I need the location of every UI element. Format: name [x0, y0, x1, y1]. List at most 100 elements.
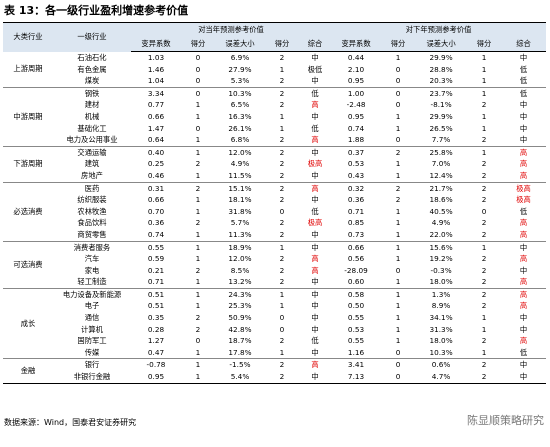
- value-cell: 2: [481, 265, 487, 275]
- value-cell: 18.0%: [429, 277, 453, 287]
- table-row: 房地产 0.46 1 11.5% 2 中 0.43 1 12.4% 2 高: [3, 170, 546, 182]
- value-cell: 2: [481, 100, 487, 110]
- header-cell: 对下年预测参考价值: [331, 22, 547, 37]
- value-cell: 0.60: [347, 277, 365, 287]
- table-row: 煤炭 1.04 0 5.3% 2 中 0.95 0 20.3% 1 低: [3, 75, 546, 87]
- value-cell: 中: [501, 358, 547, 372]
- industry-cell: 电子: [84, 301, 100, 311]
- header-cell: 误差大小: [215, 37, 265, 52]
- value-cell: 1: [195, 135, 201, 145]
- table-title: 表 13：各一级行业盈利增速参考价值: [4, 4, 189, 17]
- value-cell: 6.5%: [230, 100, 250, 110]
- industry-cell: 钢铁: [53, 86, 131, 100]
- value-cell: 15.6%: [415, 240, 468, 254]
- value-cell: 0.44: [347, 53, 365, 62]
- value-cell: 1: [279, 64, 285, 74]
- value-cell: 2: [279, 277, 285, 287]
- group-cell: 上游周期: [13, 64, 43, 74]
- value-cell: 18.0%: [429, 336, 453, 346]
- group-cell: 成长: [3, 287, 53, 359]
- value-cell: 12.0%: [215, 145, 265, 159]
- value-cell: 0.55: [347, 313, 365, 323]
- value-cell: 25.8%: [415, 145, 468, 159]
- value-cell: 0: [395, 135, 401, 145]
- value-cell: 0.77: [147, 100, 165, 110]
- value-cell: 1: [195, 170, 201, 180]
- value-cell: 1: [481, 313, 487, 323]
- value-cell: 中: [299, 240, 332, 254]
- table-row: 可选消费 消费者服务 0.55 1 18.9% 1 中 0.66 1 15.6% 1 中: [3, 240, 547, 289]
- value-cell: 2: [195, 324, 201, 334]
- value-cell: 13.2%: [228, 277, 252, 287]
- value-cell: 1: [279, 347, 285, 357]
- value-cell: 中: [311, 313, 319, 323]
- value-cell: 0: [181, 86, 215, 100]
- value-cell: 0: [395, 347, 401, 357]
- value-cell: 2: [467, 358, 502, 372]
- industry-cell: 农林牧渔: [77, 206, 107, 216]
- value-cell: 0.50: [347, 301, 365, 311]
- value-cell: 2: [279, 76, 285, 86]
- value-cell: 0.55: [347, 336, 365, 346]
- value-cell: -8.1%: [430, 100, 452, 110]
- value-cell: 1: [195, 206, 201, 216]
- industry-cell: 房地产: [81, 170, 103, 180]
- table-row: 建筑 0.25 2 4.9% 2 极高 0.53 1 7.0% 2 高: [3, 158, 546, 170]
- value-cell: 2: [279, 135, 285, 145]
- value-cell: 极高: [516, 195, 531, 205]
- table-row: 中游周期 钢铁 3.34 0 10.3% 2 低 1.00 0 23.7% 1 低: [3, 86, 547, 147]
- value-cell: 11.3%: [228, 229, 252, 239]
- value-cell: 高: [519, 170, 528, 180]
- value-cell: 1: [395, 123, 401, 133]
- value-cell: 2: [279, 229, 285, 239]
- table-row: 通信 0.35 2 50.9% 0 中 0.55 1 34.1% 1 中: [3, 312, 546, 324]
- value-cell: 1: [395, 53, 401, 62]
- watermark: 陈显顺策略研究: [467, 414, 544, 427]
- value-cell: 24.3%: [215, 287, 265, 301]
- value-cell: 10.3%: [215, 86, 265, 100]
- group-cell: 必选消费: [3, 181, 53, 241]
- value-cell: 2: [181, 181, 215, 195]
- source-note: 数据来源：Wind，国泰君安证券研究: [4, 418, 137, 427]
- value-cell: 2: [481, 229, 487, 239]
- value-cell: 28.8%: [429, 64, 453, 74]
- value-cell: 0.47: [147, 347, 165, 357]
- value-cell: -2.48: [346, 100, 366, 110]
- value-cell: 2: [265, 181, 299, 195]
- value-cell: 29.9%: [429, 111, 453, 121]
- value-cell: 0.85: [347, 218, 365, 228]
- table-row: 建材 0.77 1 6.5% 2 高 -2.48 0 -8.1% 2 中: [3, 99, 546, 111]
- value-cell: 0.74: [347, 123, 365, 133]
- value-cell: 0.66: [147, 195, 165, 205]
- value-cell: 1: [395, 229, 401, 239]
- value-cell: -1.5%: [215, 358, 265, 372]
- value-cell: 27.9%: [228, 64, 252, 74]
- value-cell: 31.3%: [429, 324, 453, 334]
- value-cell: 0.37: [331, 145, 382, 159]
- value-cell: 0.71: [347, 206, 365, 216]
- value-cell: 2: [279, 159, 285, 169]
- value-cell: 高: [311, 135, 319, 145]
- table-row: 上游周期 石油石化 1.03 0 6.9% 2 中 0.44 1 29.9% 1 中: [3, 52, 546, 74]
- value-cell: 1: [195, 229, 201, 239]
- value-cell: 2: [279, 170, 285, 180]
- value-cell: 0.59: [147, 254, 165, 264]
- industry-cell: 建筑: [84, 159, 100, 169]
- value-cell: 低: [501, 86, 547, 100]
- value-cell: 2: [481, 195, 487, 205]
- value-cell: 中: [311, 324, 319, 334]
- table-row: 汽车 0.59 1 12.0% 2 高 0.56 1 19.2% 2 高: [3, 253, 546, 265]
- value-cell: 0: [195, 64, 201, 74]
- value-cell: 26.1%: [228, 123, 252, 133]
- value-cell: 低: [519, 64, 528, 74]
- value-cell: 中: [311, 229, 319, 239]
- table-row: 非银行金融 0.95 1 5.4% 2 中 7.13 0 4.7% 2 中: [3, 371, 547, 384]
- industry-cell: 汽车: [84, 254, 100, 264]
- industry-cell: 国防军工: [77, 336, 107, 346]
- value-cell: 1: [395, 277, 401, 287]
- table-row: 轻工制造 0.71 1 13.2% 2 中 0.60 1 18.0% 2 高: [3, 276, 546, 288]
- value-cell: 1: [279, 111, 285, 121]
- table-row: 电力及公用事业 0.64 1 6.8% 2 高 1.88 0 7.7% 2 中: [3, 134, 546, 146]
- value-cell: 低: [519, 76, 528, 86]
- table-row: 国防军工 1.27 0 18.7% 2 低 0.55 1 18.0% 2 高: [3, 335, 546, 347]
